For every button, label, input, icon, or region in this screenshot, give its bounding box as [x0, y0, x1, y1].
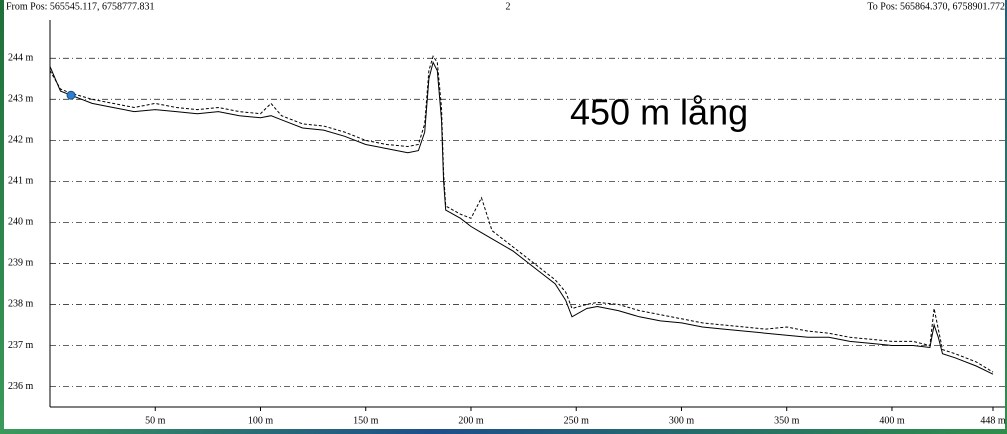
- annotation: 450 m lång: [570, 92, 748, 133]
- y-tick-label: 242 m: [8, 135, 34, 146]
- y-tick-label: 240 m: [8, 217, 34, 228]
- y-tick-label: 237 m: [8, 340, 34, 351]
- page-label: 2: [506, 1, 511, 12]
- position-marker: [67, 91, 75, 99]
- y-tick-label: 238 m: [8, 299, 34, 310]
- chart: From Pos: 565545.117, 6758777.831 2 To P…: [0, 0, 1007, 434]
- x-tick-label: 50 m: [145, 415, 166, 426]
- y-tick-label: 239 m: [8, 258, 34, 269]
- x-tick-label: 400 m: [879, 415, 905, 426]
- y-tick-label: 244 m: [8, 53, 34, 64]
- x-tick-label: 250 m: [564, 415, 590, 426]
- x-tick-label: 448 m: [980, 415, 1006, 426]
- x-tick-label: 200 m: [458, 415, 484, 426]
- y-tick-label: 243 m: [8, 94, 34, 105]
- to-label: To Pos: 565864.370, 6758901.772: [867, 1, 1005, 12]
- y-tick-label: 241 m: [8, 176, 34, 187]
- x-tick-label: 300 m: [669, 415, 695, 426]
- x-tick-label: 350 m: [774, 415, 800, 426]
- page: From Pos: 565545.117, 6758777.831 2 To P…: [0, 0, 1007, 434]
- x-tick-label: 100 m: [248, 415, 274, 426]
- y-tick-label: 236 m: [8, 381, 34, 392]
- from-label: From Pos: 565545.117, 6758777.831: [6, 1, 155, 12]
- plot-background: [4, 0, 1005, 429]
- x-tick-label: 150 m: [353, 415, 379, 426]
